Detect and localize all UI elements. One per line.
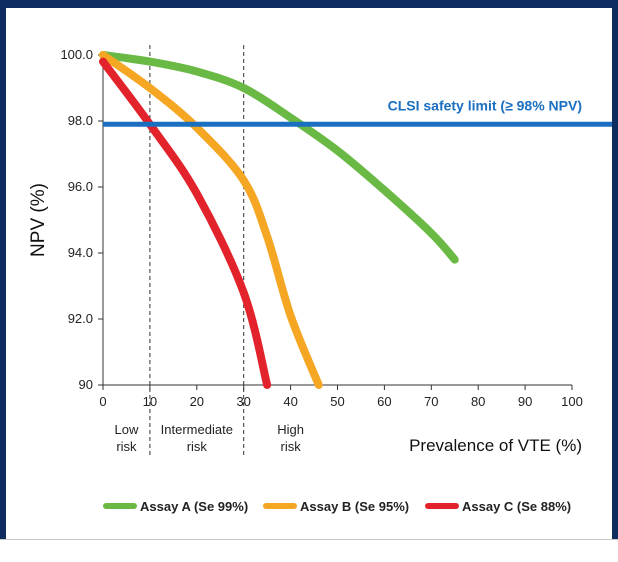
x-tick-label: 40 bbox=[283, 394, 297, 409]
top-border bbox=[0, 0, 618, 8]
reference-line-label: CLSI safety limit (≥ 98% NPV) bbox=[388, 97, 582, 113]
reference-line-group: CLSI safety limit (≥ 98% NPV) bbox=[103, 97, 612, 127]
y-tick-label: 96.0 bbox=[68, 179, 93, 194]
series bbox=[99, 51, 459, 389]
legend-label: Assay B (Se 95%) bbox=[300, 499, 409, 514]
risk-band-labels: Low risk Intermediate risk High risk bbox=[115, 422, 304, 454]
npv-chart: 0 10 20 30 40 50 60 70 80 90 100 90 92.0 94.0 96.0 98.… bbox=[28, 45, 612, 514]
x-tick-label: 50 bbox=[330, 394, 344, 409]
x-tick-label: 0 bbox=[99, 394, 106, 409]
x-tick-label: 20 bbox=[190, 394, 204, 409]
risk-band-label: risk bbox=[280, 439, 301, 454]
legend-label: Assay C (Se 88%) bbox=[462, 499, 571, 514]
risk-band-label: High bbox=[277, 422, 304, 437]
x-tick-label: 70 bbox=[424, 394, 438, 409]
series-line-1 bbox=[99, 51, 459, 264]
risk-band-label: risk bbox=[116, 439, 137, 454]
x-tick-label: 100 bbox=[561, 394, 583, 409]
y-tick-label: 98.0 bbox=[68, 113, 93, 128]
x-tick-label: 80 bbox=[471, 394, 485, 409]
y-axis-label: NPV (%) bbox=[28, 183, 49, 257]
x-tick-label: 30 bbox=[236, 394, 250, 409]
risk-dividers bbox=[149, 45, 245, 458]
bottom-strip bbox=[0, 539, 618, 562]
y-tick-label: 92.0 bbox=[68, 311, 93, 326]
series-line-3 bbox=[99, 57, 272, 389]
right-border bbox=[612, 0, 618, 562]
x-tick-label: 60 bbox=[377, 394, 391, 409]
x-axis-label: Prevalence of VTE (%) bbox=[409, 436, 582, 455]
risk-band-label: Intermediate bbox=[161, 422, 233, 437]
left-border bbox=[0, 0, 6, 562]
risk-band-label: Low bbox=[115, 422, 139, 437]
x-ticks: 0 10 20 30 40 50 60 70 80 90 100 bbox=[99, 385, 583, 409]
y-tick-label: 94.0 bbox=[68, 245, 93, 260]
risk-band-label: risk bbox=[187, 439, 208, 454]
y-tick-label: 90 bbox=[79, 377, 93, 392]
y-ticks: 90 92.0 94.0 96.0 98.0 100.0 bbox=[60, 47, 103, 392]
series-line-2 bbox=[99, 51, 323, 389]
legend-label: Assay A (Se 99%) bbox=[140, 499, 248, 514]
legend: Assay A (Se 99%) Assay B (Se 95%) Assay C … bbox=[103, 499, 571, 514]
x-tick-label: 10 bbox=[143, 394, 157, 409]
y-tick-label: 100.0 bbox=[60, 47, 93, 62]
x-tick-label: 90 bbox=[518, 394, 532, 409]
